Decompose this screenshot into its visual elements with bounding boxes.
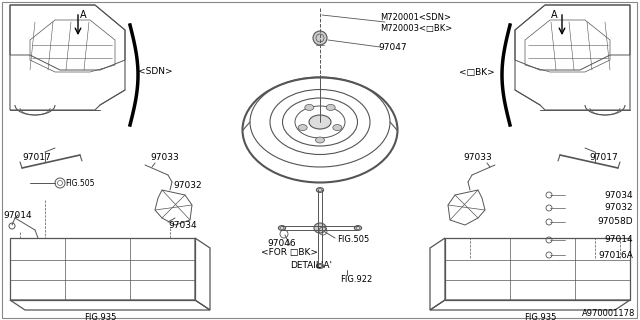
- Ellipse shape: [326, 104, 335, 110]
- Ellipse shape: [309, 115, 331, 129]
- Text: FIG.505: FIG.505: [65, 179, 95, 188]
- Ellipse shape: [316, 188, 324, 192]
- Ellipse shape: [333, 124, 342, 131]
- Text: <SDN>: <SDN>: [138, 68, 173, 76]
- Text: DETAIL'A': DETAIL'A': [290, 260, 332, 269]
- Text: 97047: 97047: [378, 43, 406, 52]
- Ellipse shape: [314, 223, 326, 233]
- Ellipse shape: [298, 124, 307, 131]
- Text: M720003<□BK>: M720003<□BK>: [380, 23, 452, 33]
- Ellipse shape: [316, 264, 324, 268]
- Ellipse shape: [305, 104, 314, 110]
- Text: 97058D: 97058D: [597, 218, 633, 227]
- Text: A: A: [552, 10, 558, 20]
- Text: 97046: 97046: [267, 238, 296, 247]
- Circle shape: [313, 31, 327, 45]
- Text: 97034: 97034: [168, 220, 196, 229]
- Text: 97033: 97033: [150, 154, 179, 163]
- Ellipse shape: [278, 226, 285, 230]
- Text: FIG.935: FIG.935: [524, 313, 556, 320]
- Text: 97017: 97017: [589, 154, 618, 163]
- Text: 97032: 97032: [604, 204, 633, 212]
- Ellipse shape: [355, 226, 362, 230]
- Text: FIG.935: FIG.935: [84, 313, 116, 320]
- Text: FIG.922: FIG.922: [340, 276, 372, 284]
- Text: A: A: [80, 10, 86, 20]
- Text: A970001178: A970001178: [582, 309, 635, 318]
- Text: 97032: 97032: [173, 180, 202, 189]
- Text: 97014: 97014: [604, 236, 633, 244]
- Text: <FOR □BK>: <FOR □BK>: [261, 247, 318, 257]
- Text: <□BK>: <□BK>: [460, 68, 495, 76]
- Ellipse shape: [316, 137, 324, 143]
- Text: M720001<SDN>: M720001<SDN>: [380, 13, 451, 22]
- Text: 97017: 97017: [22, 154, 51, 163]
- Text: 97034: 97034: [604, 190, 633, 199]
- Text: 97033: 97033: [463, 154, 492, 163]
- Text: 97016A: 97016A: [598, 251, 633, 260]
- Text: FIG.505: FIG.505: [337, 236, 369, 244]
- Text: 97014: 97014: [3, 211, 31, 220]
